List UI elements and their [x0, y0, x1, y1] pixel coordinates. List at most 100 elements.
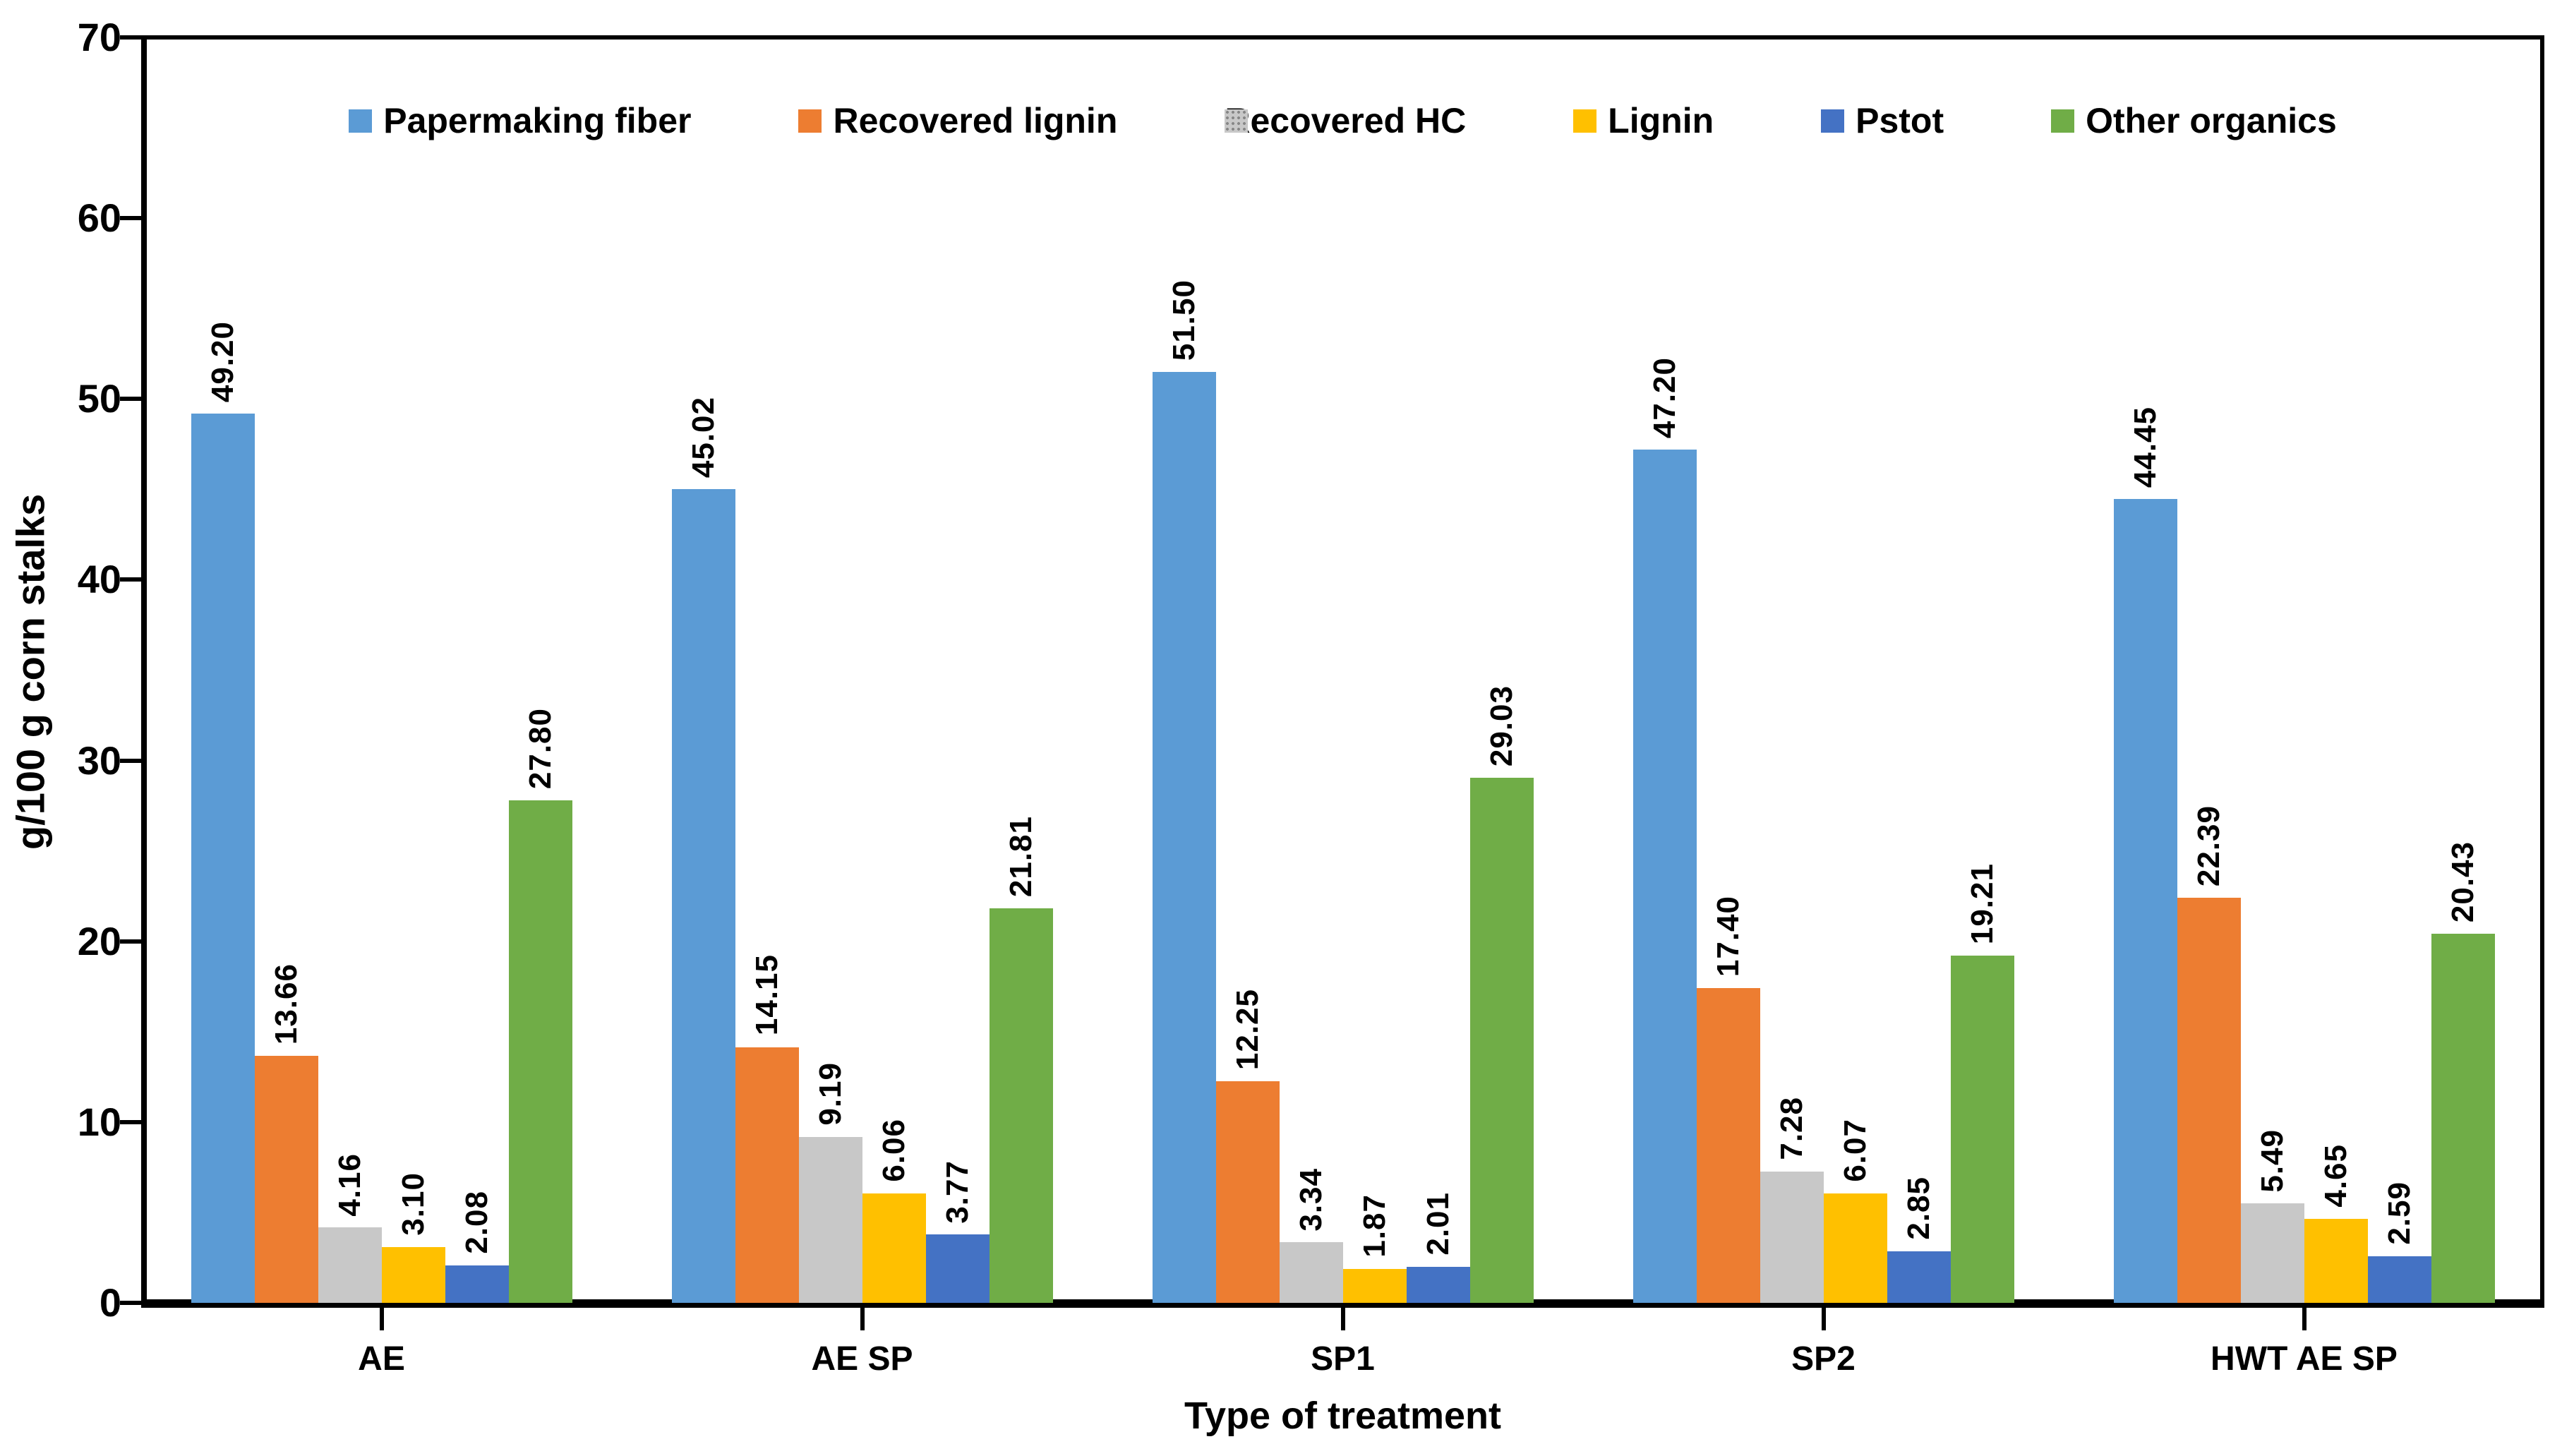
bar-value-label: 1.87	[1357, 1194, 1392, 1258]
y-tick-label: 0	[99, 1280, 121, 1325]
y-tick-mark	[120, 1301, 141, 1305]
bar-value-label: 2.08	[459, 1191, 494, 1254]
x-category-label-sp2: SP2	[1791, 1340, 1856, 1378]
y-tick-label: 20	[77, 918, 121, 963]
bar-lignin-ae-sp	[862, 1193, 926, 1303]
bar-value-label: 4.16	[332, 1153, 367, 1217]
bar-pstot-hwt-ae-sp	[2367, 1256, 2431, 1303]
bar-recovered-hc-ae-sp	[798, 1136, 862, 1303]
legend-item-pstot: Pstot	[1821, 100, 1944, 141]
y-tick-label: 10	[77, 1099, 121, 1144]
bar-recovered-hc-hwt-ae-sp	[2240, 1203, 2304, 1303]
legend-swatch-icon	[1573, 109, 1597, 133]
y-tick-mark	[120, 758, 141, 763]
bar-value-label: 3.77	[939, 1160, 975, 1224]
bar-papermaking-fiber-ae-sp	[671, 488, 735, 1303]
bar-other-organics-ae	[508, 800, 572, 1303]
bar-papermaking-fiber-ae	[191, 413, 255, 1303]
bar-pstot-ae	[445, 1265, 509, 1303]
bar-value-label: 13.66	[268, 963, 303, 1045]
bar-recovered-lignin-sp1	[1215, 1081, 1280, 1303]
legend-label: Pstot	[1856, 101, 1944, 140]
x-category-label-sp1: SP1	[1311, 1340, 1375, 1378]
bar-recovered-lignin-hwt-ae-sp	[2177, 898, 2241, 1303]
legend-swatch-icon	[1821, 109, 1845, 133]
y-tick-mark	[120, 1119, 141, 1124]
x-category-label-ae-sp: AE SP	[811, 1340, 913, 1378]
bar-lignin-sp2	[1823, 1193, 1887, 1303]
y-tick-label: 40	[77, 557, 121, 602]
bar-lignin-sp1	[1342, 1269, 1407, 1303]
x-tick-mark	[379, 1308, 384, 1330]
bar-value-label: 4.65	[2318, 1144, 2353, 1208]
y-tick-mark	[120, 577, 141, 582]
x-tick-mark	[1340, 1308, 1345, 1330]
bar-papermaking-fiber-sp2	[1632, 450, 1697, 1303]
bar-recovered-hc-sp2	[1760, 1171, 1824, 1303]
bar-value-label: 3.10	[395, 1172, 431, 1236]
bar-lignin-ae	[381, 1246, 445, 1303]
bar-value-label: 2.59	[2381, 1181, 2417, 1245]
legend-swatch-icon	[349, 109, 373, 133]
x-axis-title: Type of treatment	[1184, 1395, 1502, 1437]
y-tick-label: 60	[77, 195, 121, 241]
bar-value-label: 6.07	[1837, 1118, 1872, 1182]
bar-value-label: 44.45	[2127, 407, 2163, 488]
bar-other-organics-sp1	[1469, 778, 1534, 1303]
legend-label: Lignin	[1608, 101, 1714, 140]
bar-other-organics-sp2	[1950, 955, 2014, 1303]
y-tick-mark	[120, 939, 141, 944]
legend: Papermaking fiber Recovered lignin Recover…	[141, 100, 2544, 141]
bar-value-label: 45.02	[685, 396, 721, 478]
bar-value-label: 7.28	[1774, 1096, 1809, 1160]
legend-label: Papermaking fiber	[383, 101, 692, 140]
y-tick-label: 70	[77, 15, 121, 59]
legend-label: Recovered lignin	[833, 101, 1118, 140]
legend-item-papermaking-fiber: Papermaking fiber	[349, 100, 691, 141]
bar-value-label: 20.43	[2445, 841, 2480, 922]
bar-value-label: 9.19	[812, 1061, 848, 1126]
bar-value-label: 17.40	[1710, 896, 1745, 977]
bar-pstot-sp1	[1406, 1266, 1470, 1303]
bar-pstot-sp2	[1887, 1251, 1951, 1303]
legend-item-lignin: Lignin	[1573, 100, 1714, 141]
y-tick-mark	[120, 35, 141, 40]
bar-value-label: 19.21	[1964, 862, 1999, 944]
bar-value-label: 5.49	[2254, 1129, 2290, 1193]
legend-item-recovered-lignin: Recovered lignin	[798, 100, 1117, 141]
legend-label: Other organics	[2086, 101, 2337, 140]
bar-recovered-lignin-sp2	[1696, 988, 1760, 1303]
x-tick-mark	[2302, 1308, 2307, 1330]
bar-value-label: 27.80	[522, 707, 558, 789]
bar-other-organics-hwt-ae-sp	[2431, 933, 2495, 1303]
bar-papermaking-fiber-sp1	[1152, 371, 1216, 1303]
bar-value-label: 14.15	[749, 954, 784, 1036]
bar-value-label: 51.50	[1166, 279, 1201, 361]
bar-value-label: 12.25	[1229, 989, 1265, 1071]
bar-recovered-lignin-ae	[254, 1056, 318, 1303]
bar-value-label: 3.34	[1293, 1167, 1328, 1232]
y-tick-label: 50	[77, 376, 121, 421]
legend-label: Recovered HC	[1225, 101, 1467, 140]
x-tick-mark	[860, 1308, 865, 1330]
legend-swatch-icon	[2051, 109, 2075, 133]
bar-lignin-hwt-ae-sp	[2304, 1218, 2368, 1303]
x-tick-mark	[1821, 1308, 1826, 1330]
bar-pstot-ae-sp	[925, 1234, 990, 1303]
legend-item-other-organics: Other organics	[2051, 100, 2337, 141]
y-tick-mark	[120, 216, 141, 221]
y-tick-label: 30	[77, 738, 121, 783]
bar-recovered-lignin-ae-sp	[735, 1047, 799, 1303]
x-category-label-ae: AE	[358, 1340, 405, 1378]
bar-value-label: 2.85	[1901, 1177, 1936, 1240]
bar-other-organics-ae-sp	[989, 908, 1053, 1303]
bar-recovered-hc-ae	[318, 1227, 382, 1303]
y-tick-mark	[120, 397, 141, 402]
bar-value-label: 47.20	[1647, 356, 1682, 439]
x-category-label-hwt-ae-sp: HWT AE SP	[2211, 1340, 2398, 1378]
bar-value-label: 29.03	[1484, 685, 1519, 767]
bar-value-label: 22.39	[2191, 805, 2226, 887]
bar-value-label: 6.06	[876, 1119, 911, 1182]
bar-value-label: 49.20	[205, 320, 240, 402]
